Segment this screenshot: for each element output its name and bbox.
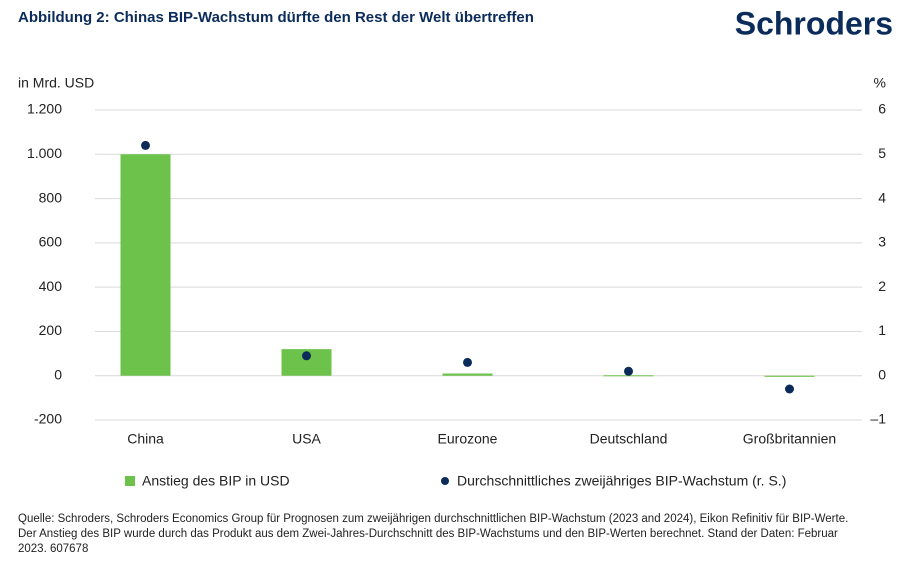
bar [442,373,493,376]
y-tick-label: -200 [34,411,62,427]
y2-tick-label: 4 [878,189,886,205]
y2-tick-label: 5 [878,145,886,161]
chart-title: Abbildung 2: Chinas BIP-Wachstum dürfte … [18,9,534,26]
legend-label: Anstieg des BIP in USD [142,473,290,489]
dot [624,366,633,376]
x-tick-label: Großbritannien [743,431,836,447]
dot [141,140,150,150]
dot [785,384,794,394]
y2-tick-label: 6 [878,101,886,117]
source-note: Quelle: Schroders, Schroders Economics G… [18,513,849,555]
brand-logo: Schroders [735,5,893,41]
y-axis-label: in Mrd. USD [18,75,94,91]
legend-swatch [441,477,449,485]
y-tick-label: 1.000 [27,145,62,161]
dot [463,357,472,367]
legend-swatch [125,476,135,486]
y2-tick-label: –1 [870,411,886,427]
x-tick-label: Eurozone [438,431,498,447]
legend-label: Durchschnittliches zweijähriges BIP-Wach… [457,473,786,489]
y2-tick-label: 3 [878,234,886,250]
y-tick-label: 0 [54,366,62,382]
y2-axis-label: % [874,75,886,91]
y-tick-label: 600 [39,234,63,250]
y2-tick-label: 1 [878,322,886,338]
x-tick-label: USA [292,431,321,447]
bar [764,375,815,377]
x-tick-label: China [127,431,164,447]
y-tick-label: 1.200 [27,101,62,117]
y2-tick-label: 0 [878,366,886,382]
y2-tick-label: 2 [878,278,886,294]
y-tick-label: 800 [39,189,63,205]
y-tick-label: 400 [39,278,63,294]
dot [302,351,311,361]
y-tick-label: 200 [39,322,63,338]
x-tick-label: Deutschland [590,431,668,447]
bar [120,154,171,376]
